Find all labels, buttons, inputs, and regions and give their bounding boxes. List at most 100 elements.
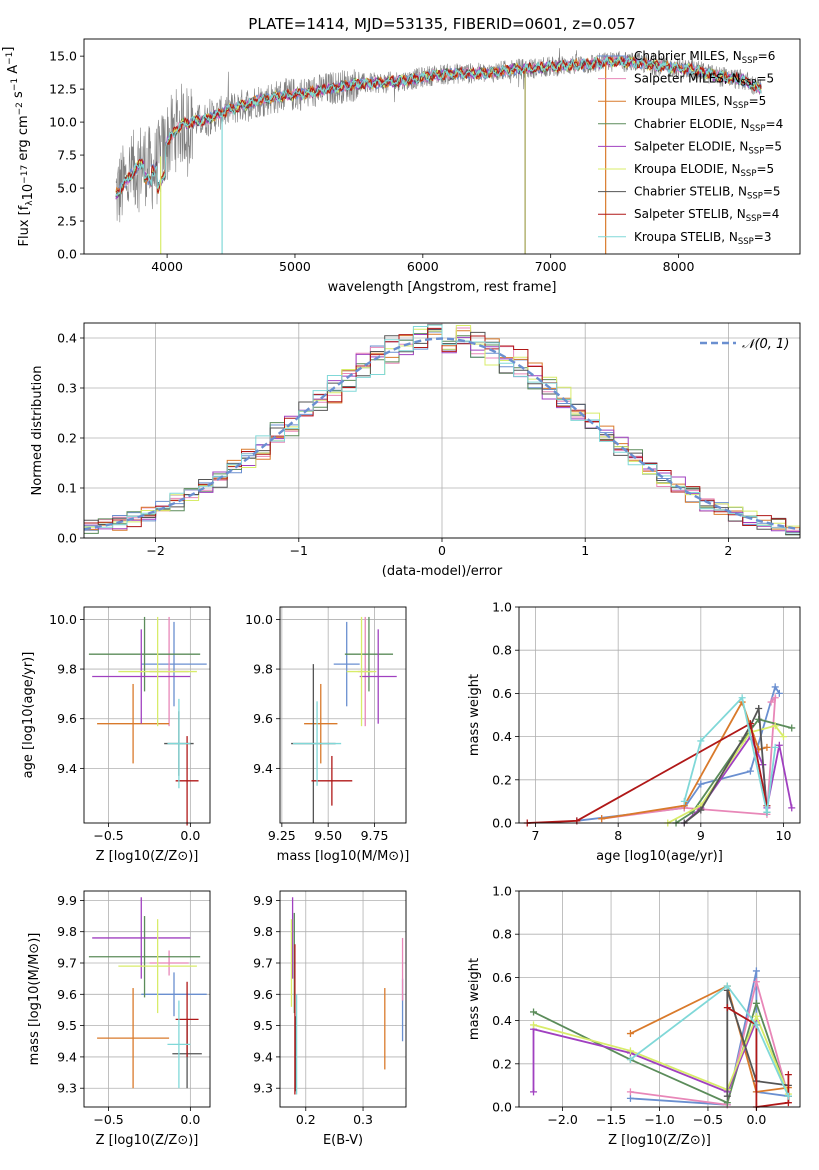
y-tick-label: 0.8 [492, 643, 512, 658]
weight-marker [763, 743, 771, 751]
weight-marker [775, 741, 783, 749]
legend-label: Kroupa STELIB, NSSP=3 [634, 230, 772, 247]
y-tick-label: 0.1 [57, 481, 77, 496]
y-tick-label: 1.0 [492, 600, 512, 615]
y-tick-label: 0.4 [57, 331, 77, 346]
weight-line [630, 981, 790, 1106]
y-tick-label: 0.0 [492, 1100, 512, 1115]
x-tick-label: 7000 [535, 259, 567, 274]
x-tick-label: 9.25 [268, 828, 296, 843]
weight-marker [752, 1012, 760, 1020]
x-tick-label: 9.50 [314, 828, 342, 843]
weight-line [629, 984, 790, 1097]
axes-frame [518, 606, 801, 824]
x-tick-label: −0.5 [93, 828, 123, 843]
weight-marker [771, 683, 779, 691]
y-tick-label: 9.5 [57, 1018, 77, 1033]
y-tick-label: 9.8 [57, 924, 77, 939]
x-axis-label: wavelength [Angstrom, rest frame] [328, 280, 557, 295]
y-tick-label: 7.5 [57, 148, 77, 163]
weight-marker [626, 1030, 634, 1038]
x-tick-label: 9.75 [361, 828, 389, 843]
weight-line [527, 722, 768, 824]
y-tick-label: 9.3 [253, 1081, 273, 1096]
weight-line [533, 1013, 790, 1095]
axes-frame [279, 606, 407, 824]
y-tick-label: 9.9 [253, 893, 273, 908]
weight-marker [784, 1092, 792, 1100]
weight-marker [723, 982, 731, 990]
x-tick-label: −0.5 [93, 1112, 123, 1127]
weight-marker [626, 1047, 634, 1055]
weight-marker [723, 1004, 731, 1012]
y-tick-label: 0.6 [492, 970, 512, 985]
y-axis-label: Normed distribution [30, 366, 45, 496]
y-tick-label: 1.0 [492, 884, 512, 899]
y-tick-label: 0.2 [492, 1056, 512, 1071]
x-tick-label: −1.0 [644, 1112, 674, 1127]
weight-marker [788, 724, 796, 732]
weight-marker [530, 1008, 538, 1016]
weight-marker [771, 743, 779, 751]
y-tick-label: 0.0 [57, 531, 77, 546]
y-tick-label: 9.6 [57, 987, 77, 1002]
x-axis-label: (data-model)/error [382, 564, 503, 579]
x-tick-label: −0.5 [693, 1112, 723, 1127]
weight-marker [697, 806, 705, 814]
y-tick-label: 9.9 [57, 893, 77, 908]
legend-label: Chabrier MILES, NSSP=6 [634, 49, 775, 66]
weight-marker [598, 815, 606, 823]
x-tick-label: 0.0 [180, 1112, 200, 1127]
x-axis-label: age [log10(age/yr)] [596, 849, 723, 864]
panel-weight_vs_Z: −2.0 −1.5 −1.0 −0.5 0.0 0.0 0.2 0.4 0.6 0.8 1.0 Z [… [467, 884, 801, 1148]
weight-marker [530, 1088, 538, 1096]
x-axis-label: E(B-V) [323, 1133, 363, 1148]
weight-marker [626, 1055, 634, 1063]
weight-marker [788, 804, 796, 812]
panel-mass_vs_ebv: 0.2 0.3 9.3 9.4 9.5 9.6 9.7 9.8 9.9 E(B-V) [253, 890, 407, 1148]
weight-marker [763, 808, 771, 816]
x-tick-label: −1.5 [596, 1112, 626, 1127]
weight-marker [626, 1088, 634, 1096]
y-tick-label: 0.8 [492, 927, 512, 942]
y-tick-label: 0.3 [57, 381, 77, 396]
legend-label: Salpeter ELODIE, NSSP=5 [634, 139, 782, 156]
figure-title: PLATE=1414, MJD=53135, FIBERID=0601, z=0… [248, 15, 635, 33]
x-tick-label: 9 [697, 828, 705, 843]
panel-age_vs_mass: 9.25 9.50 9.75 9.4 9.6 9.8 10.0 mass [log10(M/M… [245, 606, 409, 864]
axes-frame [279, 890, 407, 1108]
normal-curve [83, 337, 801, 531]
x-tick-label: −2.0 [547, 1112, 577, 1127]
y-tick-label: 0.6 [492, 686, 512, 701]
y-tick-label: 9.4 [253, 1049, 273, 1064]
y-tick-label: 0.4 [492, 729, 512, 744]
axes-frame [83, 606, 211, 824]
y-tick-label: 9.8 [253, 662, 273, 677]
y-tick-label: 9.6 [57, 711, 77, 726]
weight-marker [738, 694, 746, 702]
weight-marker [775, 689, 783, 697]
weight-marker [784, 1071, 792, 1079]
weight-marker [530, 1021, 538, 1029]
y-tick-label: 9.4 [57, 1049, 77, 1064]
y-tick-label: 10.0 [245, 612, 273, 627]
x-tick-label: 6000 [407, 259, 439, 274]
y-tick-label: 2.5 [57, 214, 77, 229]
weight-marker [752, 999, 760, 1007]
model-spectrum [115, 56, 762, 193]
weight-marker [697, 780, 705, 788]
y-tick-label: 9.4 [57, 761, 77, 776]
x-tick-label: 2 [724, 543, 732, 558]
axes-frame [83, 890, 211, 1108]
y-axis-label: mass [log10(M/M⊙)] [27, 933, 42, 1066]
panel-spectrum: 4000 5000 6000 7000 8000 0.0 2.5 5.0 7.5 10.0 12.5… [1, 38, 801, 295]
x-tick-label: −2 [146, 543, 164, 558]
y-tick-label: 5.0 [57, 181, 77, 196]
weight-marker [723, 1092, 731, 1100]
legend-label: 𝒩(0, 1) [742, 337, 789, 352]
weight-marker [746, 767, 754, 775]
legend-label: Kroupa MILES, NSSP=5 [634, 94, 766, 111]
x-tick-label: 0 [438, 543, 446, 558]
y-axis-label: mass weight [467, 958, 482, 1040]
